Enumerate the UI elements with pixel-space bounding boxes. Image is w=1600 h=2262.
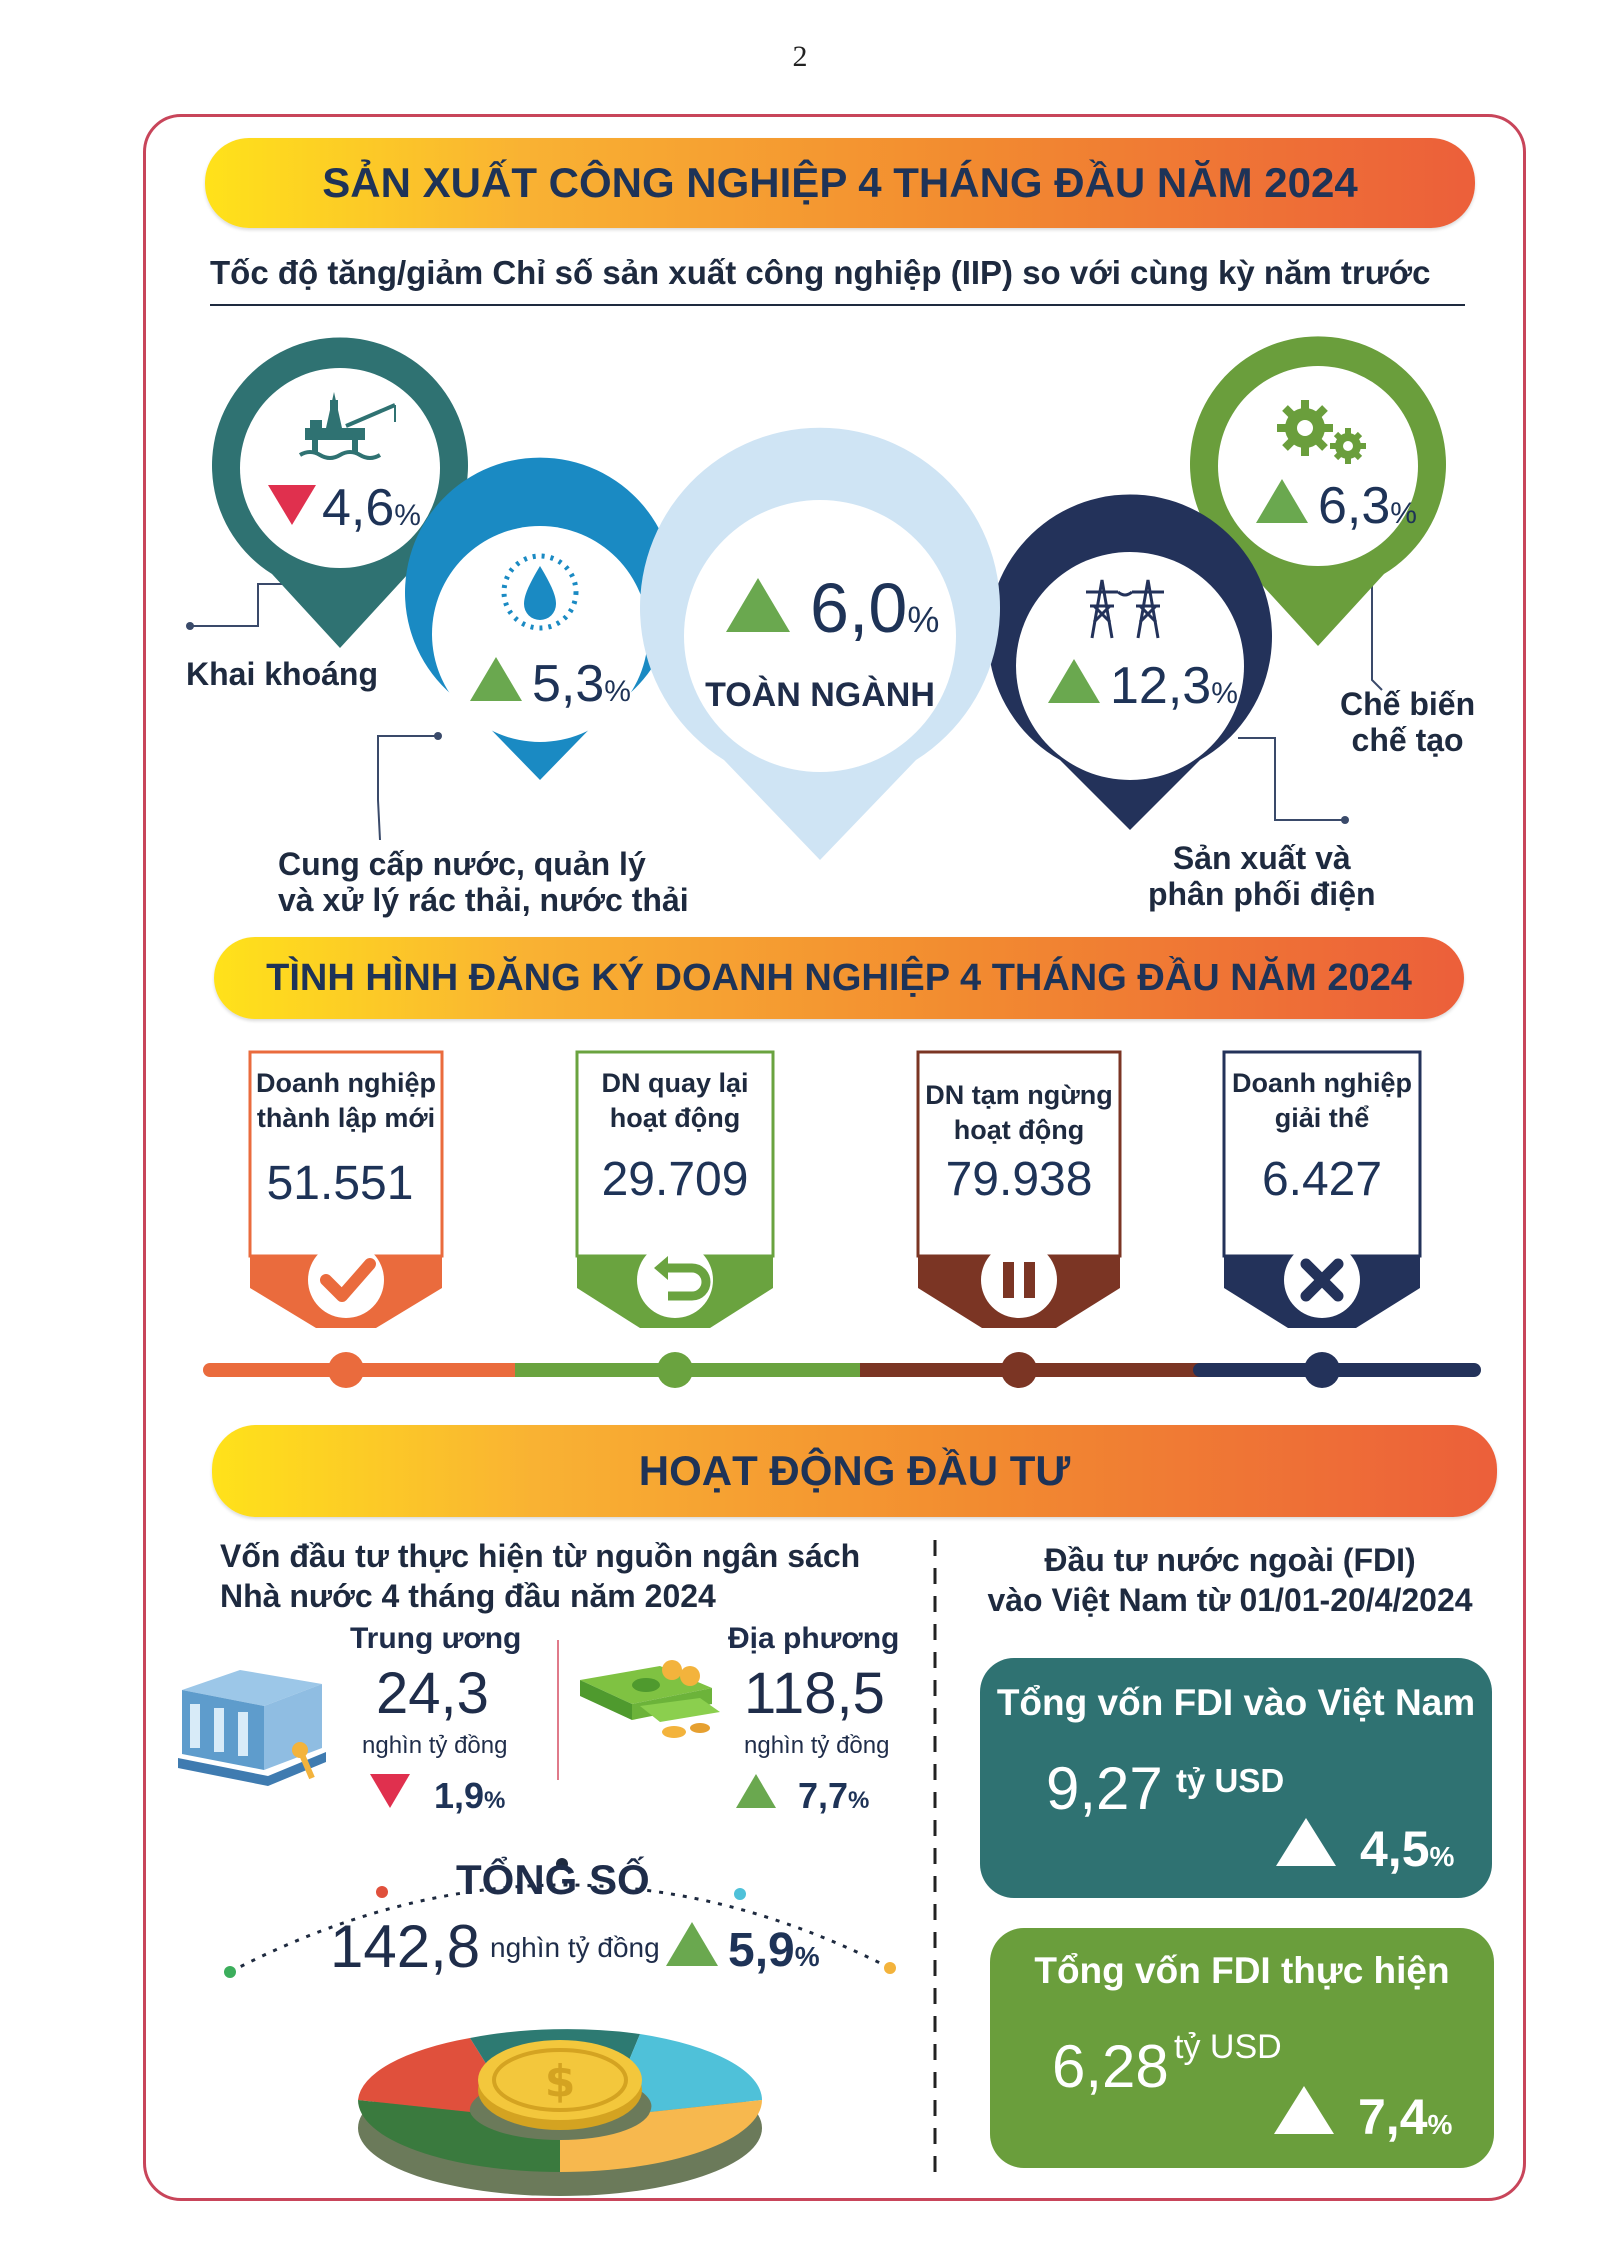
up-arrow-icon: [666, 1922, 718, 1966]
central-unit: nghìn tỷ đồng: [362, 1732, 508, 1759]
x-icon: [1284, 1242, 1360, 1318]
down-arrow-icon: [268, 485, 316, 525]
fdi-disbursed-change: 7,4%: [1274, 2086, 1452, 2146]
manufacturing-label: Chế biến chế tạo: [1340, 686, 1476, 758]
fdi-disbursed-value: 6,28: [1052, 2033, 1169, 2100]
fdi-disbursed-unit: tỷ USD: [1174, 2028, 1282, 2066]
mining-label: Khai khoáng: [186, 656, 379, 692]
water-label: Cung cấp nước, quản lý và xử lý rác thải,…: [278, 846, 689, 918]
down-arrow-icon: [370, 1774, 410, 1808]
state-budget-title: Vốn đầu tư thực hiện từ nguồn ngân sách N…: [220, 1538, 861, 1614]
fdi-total-card: Tổng vốn FDI vào Việt Nam 9,27 tỷ USD 4,…: [980, 1658, 1492, 1898]
up-arrow-icon: [1276, 1818, 1336, 1866]
iip-subtitle: Tốc độ tăng/giảm Chỉ số sản xuất công ng…: [210, 254, 1431, 291]
content-frame: [143, 114, 1526, 2201]
electricity-label: Sản xuất và phân phối điện: [1148, 840, 1376, 912]
enterprise-graphics: [203, 1050, 1481, 1388]
return-icon: [637, 1242, 713, 1318]
up-arrow-icon: [1048, 659, 1100, 703]
pause-icon: [981, 1242, 1057, 1318]
fdi-total-unit: tỷ USD: [1176, 1762, 1285, 1799]
arc-dots: [224, 1858, 896, 1978]
fdi-title: Đầu tư nước ngoài (FDI) vào Việt Nam từ 0…: [987, 1542, 1473, 1618]
total-investment-unit: nghìn tỷ đồng: [490, 1932, 660, 1963]
dissolved-enterprise-value: 6.427: [1261, 1153, 1383, 1206]
fdi-disbursed-title: Tổng vốn FDI thực hiện: [1034, 1950, 1450, 1991]
power-tower-icon: [1086, 579, 1164, 639]
up-arrow-icon: [1274, 2086, 1334, 2134]
coin-donut: $: [358, 2029, 762, 2196]
enterprise-banner: TÌNH HÌNH ĐĂNG KÝ DOANH NGHIỆP 4 THÁNG Đ…: [214, 937, 1464, 1019]
electricity-pin: [988, 494, 1272, 830]
fdi-disbursed-card: Tổng vốn FDI thực hiện 6,28 tỷ USD 7,4%: [990, 1928, 1494, 2168]
investment-graphics: $: [178, 1540, 937, 2196]
electricity-value: 12,3%: [1048, 656, 1238, 716]
total-value: 6,0%: [726, 568, 939, 648]
suspended-enterprise-value: 79.938: [945, 1153, 1093, 1206]
page-number: 2: [792, 40, 808, 73]
new-enterprise-value: 51.551: [266, 1157, 414, 1210]
local-value: 118,5: [744, 1661, 885, 1726]
subtitle-rule: [210, 304, 1465, 306]
central-value: 24,3: [376, 1661, 489, 1726]
returning-enterprise-title: DN quay lại hoạt động: [601, 1068, 749, 1133]
local-unit: nghìn tỷ đồng: [744, 1732, 890, 1759]
up-arrow-icon: [1256, 479, 1308, 523]
returning-enterprise-value: 29.709: [601, 1153, 749, 1206]
fdi-total-title: Tổng vốn FDI vào Việt Nam: [996, 1682, 1476, 1723]
timeline: [203, 1352, 1481, 1388]
up-arrow-icon: [726, 578, 790, 632]
central-label: Trung ương: [350, 1622, 522, 1655]
water-value: 5,3%: [470, 654, 631, 714]
total-investment-value: 142,8: [330, 1913, 481, 1980]
total-pin: [640, 427, 1001, 860]
up-arrow-icon: [736, 1774, 776, 1808]
local-label: Địa phương: [728, 1622, 900, 1655]
new-enterprise-title: Doanh nghiệp thành lập mới: [256, 1068, 436, 1133]
investment-banner: HOẠT ĐỘNG ĐẦU TƯ: [212, 1425, 1497, 1517]
local-change: 7,7%: [736, 1774, 869, 1817]
money-icon: [580, 1660, 720, 1738]
water-drop-icon: [501, 553, 579, 631]
gears-icon: [1277, 400, 1366, 464]
manufacturing-value: 6,3%: [1256, 476, 1417, 536]
total-investment-change: 5,9%: [666, 1922, 820, 1978]
industry-banner: SẢN XUẤT CÔNG NGHIỆP 4 THÁNG ĐẦU NĂM 202…: [205, 138, 1475, 228]
total-investment-label: TỔNG SỐ: [456, 1856, 650, 1903]
up-arrow-icon: [470, 657, 522, 701]
central-change: 1,9%: [370, 1774, 505, 1817]
dollar-icon: $: [545, 2056, 576, 2107]
bank-icon: [178, 1670, 326, 1786]
mining-value: 4,6%: [268, 478, 421, 538]
total-label: TOÀN NGÀNH: [705, 676, 935, 714]
fdi-total-change: 4,5%: [1276, 1818, 1454, 1878]
suspended-enterprise-title: DN tạm ngừng hoạt động: [925, 1080, 1113, 1145]
dissolved-enterprise-title: Doanh nghiệp giải thể: [1232, 1068, 1412, 1133]
iip-pins: [186, 336, 1446, 860]
fdi-total-value: 9,27: [1046, 1755, 1163, 1822]
mining-pin: [212, 337, 469, 648]
oil-rig-icon: [298, 392, 396, 460]
check-icon: [308, 1242, 384, 1318]
